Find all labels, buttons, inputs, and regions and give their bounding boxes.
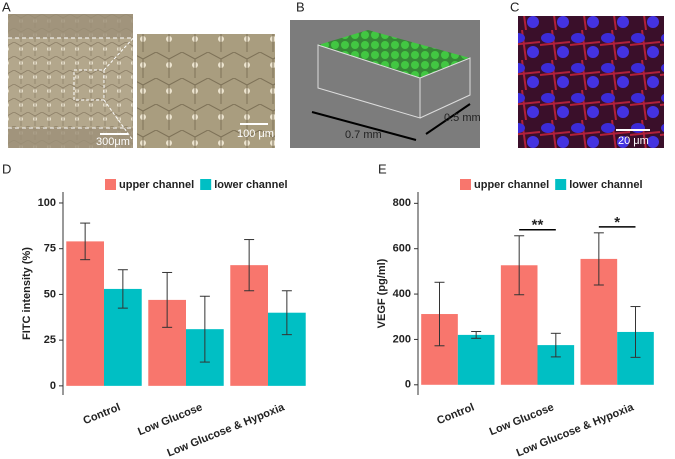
micrograph-zoom xyxy=(137,34,275,148)
legend-swatch xyxy=(105,179,116,190)
dimension-label: 0.5 mm xyxy=(444,112,481,124)
panel-label: D xyxy=(2,161,11,176)
legend-swatch xyxy=(555,179,567,190)
channel-edge xyxy=(8,14,133,38)
x-tick-label: Control xyxy=(435,401,476,427)
x-tick-label: Control xyxy=(81,401,122,427)
fluorescence-image xyxy=(518,16,664,148)
y-tick-label: 75 xyxy=(44,243,56,255)
legend-label: lower channel xyxy=(569,179,642,191)
bar-chart: E VEGF (pg/ml) 0 200 400 600 800 upper channel l… xyxy=(376,161,657,459)
y-tick-label: 0 xyxy=(405,379,411,391)
panel-label: B xyxy=(296,0,305,14)
scale-label: 300μm xyxy=(96,136,130,148)
scale-label: 100 μm xyxy=(237,128,274,140)
y-tick-label: 0 xyxy=(50,380,56,392)
bar xyxy=(66,241,104,386)
y-tick-label: 600 xyxy=(393,243,411,255)
dimension-arrow xyxy=(425,103,471,135)
y-tick-label: 400 xyxy=(393,288,411,300)
y-tick-label: 100 xyxy=(38,197,56,209)
bounding-box xyxy=(419,57,471,119)
bar xyxy=(457,334,495,385)
legend-swatch xyxy=(460,179,471,190)
y-tick-label: 50 xyxy=(44,288,56,300)
panel-label: A xyxy=(2,0,11,14)
legend-swatch xyxy=(200,179,212,190)
panel-a: A 300μm 100 μm xyxy=(2,0,275,148)
dimension-label: 0.7 mm xyxy=(345,129,382,141)
scale-label: 20 μm xyxy=(618,135,649,147)
bar-chart: D FITC intensity (%) 0 25 50 75 100 upper chann… xyxy=(2,161,309,459)
zoom-box xyxy=(73,69,105,101)
zoom-line xyxy=(103,99,138,147)
x-tick-label: Low Glucose xyxy=(136,401,204,438)
y-tick-label: 25 xyxy=(44,334,56,346)
tissue xyxy=(318,30,470,78)
legend-label: upper channel xyxy=(119,179,194,191)
dimension-arrow xyxy=(311,111,417,141)
x-tick-label: Low Glucose xyxy=(488,401,556,438)
y-axis-label: FITC intensity (%) xyxy=(21,247,33,340)
panel-label: E xyxy=(378,161,387,176)
legend-label: lower channel xyxy=(214,179,287,191)
y-tick-label: 800 xyxy=(393,197,411,209)
zoom-line xyxy=(103,33,138,71)
significance-label: ** xyxy=(532,217,544,234)
panel-label: C xyxy=(510,0,519,14)
legend-label: upper channel xyxy=(474,179,549,191)
significance-label: * xyxy=(614,214,620,231)
y-tick-label: 200 xyxy=(393,333,411,345)
panel-c: C 20 μm xyxy=(510,0,664,148)
panel-b: B 0.7 mm 0.5 mm xyxy=(290,0,481,148)
y-axis-label: VEGF (pg/ml) xyxy=(376,258,388,328)
